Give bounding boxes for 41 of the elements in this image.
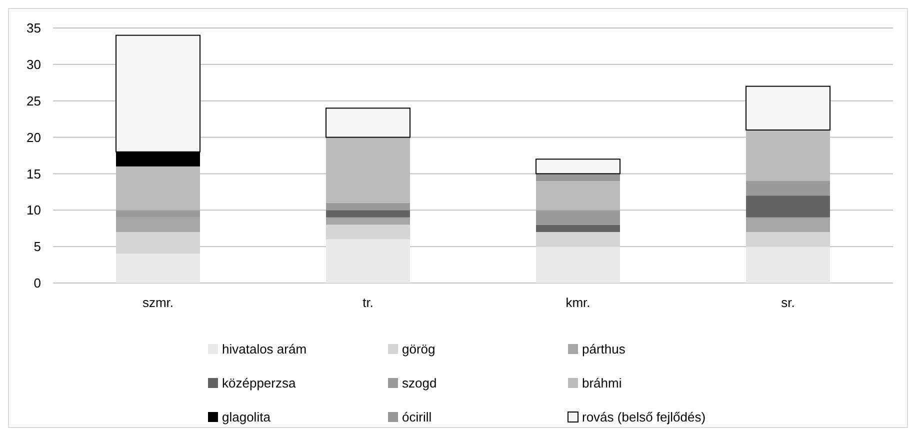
y-tick-label: 10 xyxy=(26,202,41,218)
y-tick-label: 0 xyxy=(34,276,41,291)
bar xyxy=(536,224,620,232)
legend-label: hivatalos arám xyxy=(222,342,307,357)
legend-label: görög xyxy=(402,342,436,357)
bar xyxy=(746,246,830,283)
bar xyxy=(746,232,830,247)
y-tick-label: 5 xyxy=(34,239,41,254)
bar xyxy=(746,181,830,196)
y-tick-label: 30 xyxy=(26,56,41,72)
bar xyxy=(326,202,410,210)
x-tick-label: tr. xyxy=(362,295,374,310)
bar xyxy=(326,239,410,283)
legend-label: glagolita xyxy=(222,410,272,425)
bar xyxy=(116,254,200,283)
bar xyxy=(536,210,620,225)
legend-label: rovás (belső fejlődés) xyxy=(582,410,706,425)
y-tick-label: 15 xyxy=(26,166,41,182)
bar xyxy=(326,108,410,138)
bar xyxy=(536,232,620,247)
bar xyxy=(326,217,410,225)
bar xyxy=(536,174,620,181)
bar xyxy=(326,210,410,218)
y-tick-label: 35 xyxy=(26,20,41,36)
x-tick-label: kmr. xyxy=(566,295,590,310)
legend-label: szogd xyxy=(402,376,437,391)
bar xyxy=(536,246,620,283)
legend-label: középperzsa xyxy=(222,376,296,391)
bar xyxy=(326,224,410,240)
bar xyxy=(746,217,830,232)
x-tick-label: szmr. xyxy=(142,295,174,310)
x-tick-label: sr. xyxy=(781,295,795,310)
bar xyxy=(746,196,830,218)
legend-label: bráhmi xyxy=(582,376,622,391)
bar xyxy=(746,86,830,130)
y-tick-label: 20 xyxy=(26,130,41,145)
bar xyxy=(536,158,620,174)
bar xyxy=(116,232,200,254)
y-tick-label: 25 xyxy=(26,93,41,108)
legend-label: párthus xyxy=(582,342,626,357)
legend-label: ócirill xyxy=(402,410,432,425)
